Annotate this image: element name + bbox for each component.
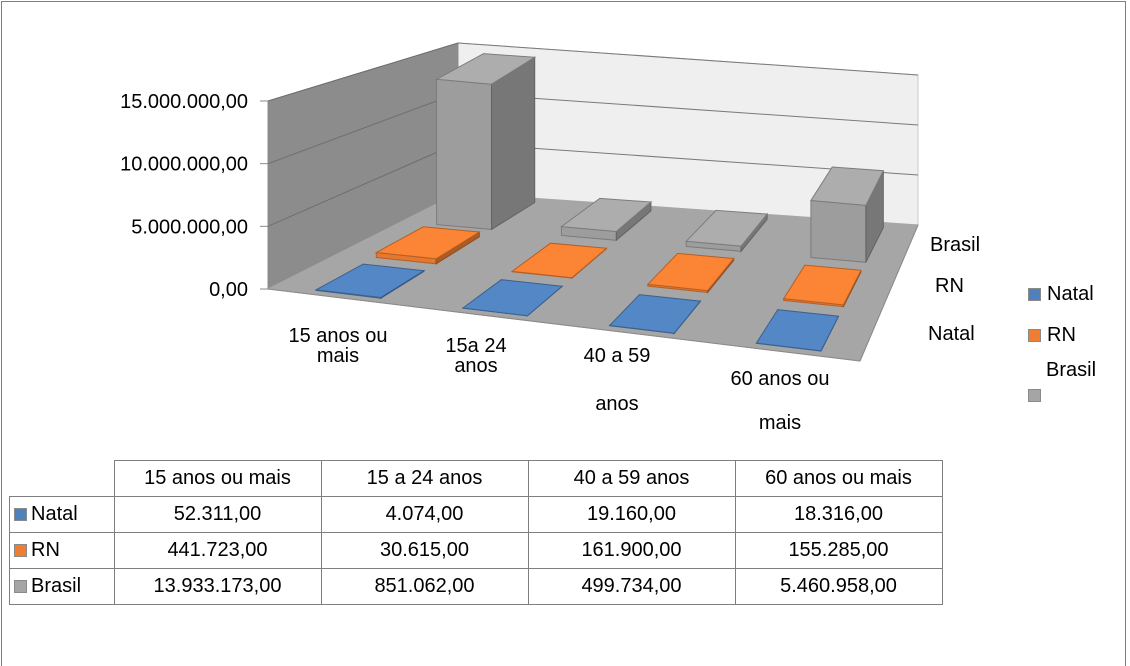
table-cell: 4.074,00	[320, 496, 529, 533]
legend-swatch-icon	[1028, 288, 1041, 302]
bar-top-face	[646, 252, 735, 292]
table-row-label: Natal	[9, 496, 115, 533]
bar-brasil-1	[560, 197, 653, 242]
bar-rn-1	[510, 242, 608, 280]
bar-top-face	[560, 197, 653, 233]
chart-plot: 0,00 5.000.000,00 10.000.000,00 15.000.000,…	[120, 42, 980, 434]
bar-top-face	[782, 264, 862, 306]
table-header-cell: 40 a 59 anos	[527, 460, 736, 497]
bar-top-face	[314, 263, 426, 299]
table-cell: 18.316,00	[734, 496, 943, 533]
y-tick-label: 0,00	[209, 279, 248, 301]
table-cell: 13.933.173,00	[113, 568, 322, 605]
x-tick-label: 15 anos ou	[289, 325, 388, 347]
depth-tick-label: Brasil	[930, 234, 980, 256]
side-gridline	[267, 92, 459, 165]
floor-front-edge	[267, 288, 861, 362]
data-table: 15 anos ou mais 15 a 24 anos 40 a 59 ano…	[9, 460, 943, 605]
bar-top-face	[434, 53, 537, 85]
side-gridline	[267, 142, 459, 227]
table-cell: 52.311,00	[113, 496, 322, 533]
y-tick-label: 5.000.000,00	[131, 216, 248, 238]
depth-tick-label: RN	[935, 275, 964, 297]
bar-brasil-3	[810, 166, 885, 263]
row-label-text: Natal	[31, 503, 78, 525]
bar-front-face	[436, 78, 492, 230]
back-gridline	[457, 42, 919, 76]
legend-item-rn: RN	[1028, 324, 1076, 347]
table-header-cell: 60 anos ou mais	[734, 460, 943, 497]
bar-natal-1	[461, 279, 564, 317]
bar-top-face	[685, 209, 769, 247]
bar-rn-3	[782, 264, 862, 308]
legend-item-natal: Natal	[1028, 283, 1094, 306]
table-row: Brasil 13.933.173,00 851.062,00 499.734,…	[9, 568, 943, 605]
table-header-cell: 15 a 24 anos	[320, 460, 529, 497]
table-corner	[9, 460, 115, 497]
bar-top-face	[510, 242, 608, 279]
legend-swatch-icon	[1028, 329, 1041, 343]
table-cell: 161.900,00	[527, 532, 736, 569]
legend-item-brasil: Brasil	[1028, 359, 1096, 405]
bar-top-face	[810, 166, 885, 206]
bar-natal-3	[755, 309, 840, 352]
table-cell: 851.062,00	[320, 568, 529, 605]
depth-tick-label: Natal	[928, 323, 975, 345]
bar-top-face	[374, 226, 481, 260]
bar-brasil-2	[685, 209, 769, 253]
y-tick-label: 10.000.000,00	[120, 154, 248, 176]
floor-right-edge	[859, 224, 919, 362]
natal-swatch-icon	[14, 508, 27, 521]
x-tick-label: anos	[595, 393, 638, 415]
legend-label: Natal	[1047, 283, 1094, 305]
y-tick-label: 15.000.000,00	[120, 91, 248, 113]
table-cell: 30.615,00	[320, 532, 529, 569]
table-cell: 155.285,00	[734, 532, 943, 569]
bar-side-face	[491, 56, 536, 231]
table-cell: 19.160,00	[527, 496, 736, 533]
legend-label: Brasil	[1046, 359, 1097, 381]
bar-top-face	[608, 294, 702, 334]
bar-front-face	[810, 199, 867, 263]
bar-natal-0	[314, 263, 426, 300]
table-cell: 441.723,00	[113, 532, 322, 569]
x-tick-label: mais	[317, 345, 359, 367]
bar-top-face	[461, 279, 564, 317]
x-tick-label: mais	[759, 412, 801, 434]
table-row: RN 441.723,00 30.615,00 161.900,00 155.2…	[9, 532, 943, 569]
row-label-text: RN	[31, 539, 60, 561]
legend-swatch-icon	[1028, 389, 1041, 403]
bar-natal-2	[608, 294, 702, 335]
table-header-cell: 15 anos ou mais	[113, 460, 322, 497]
side-gridline	[267, 42, 459, 102]
table-row-label: RN	[9, 532, 115, 569]
table-cell: 5.460.958,00	[734, 568, 943, 605]
table-row-label: Brasil	[9, 568, 115, 605]
bar-top-face	[755, 309, 840, 352]
bar-rn-0	[374, 226, 481, 265]
bar-rn-2	[646, 252, 735, 294]
table-header-row: 15 anos ou mais 15 a 24 anos 40 a 59 ano…	[9, 460, 943, 497]
x-tick-label: anos	[454, 355, 497, 377]
x-tick-label: 60 anos ou	[731, 368, 830, 390]
x-tick-label: 15a 24	[445, 335, 506, 357]
rn-swatch-icon	[14, 544, 27, 557]
x-tick-label: 40 a 59	[584, 345, 651, 367]
table-row: Natal 52.311,00 4.074,00 19.160,00 18.31…	[9, 496, 943, 533]
legend-label: RN	[1047, 324, 1076, 346]
brasil-swatch-icon	[14, 580, 27, 593]
table-cell: 499.734,00	[527, 568, 736, 605]
bar-brasil-0	[434, 53, 537, 231]
row-label-text: Brasil	[31, 575, 82, 597]
